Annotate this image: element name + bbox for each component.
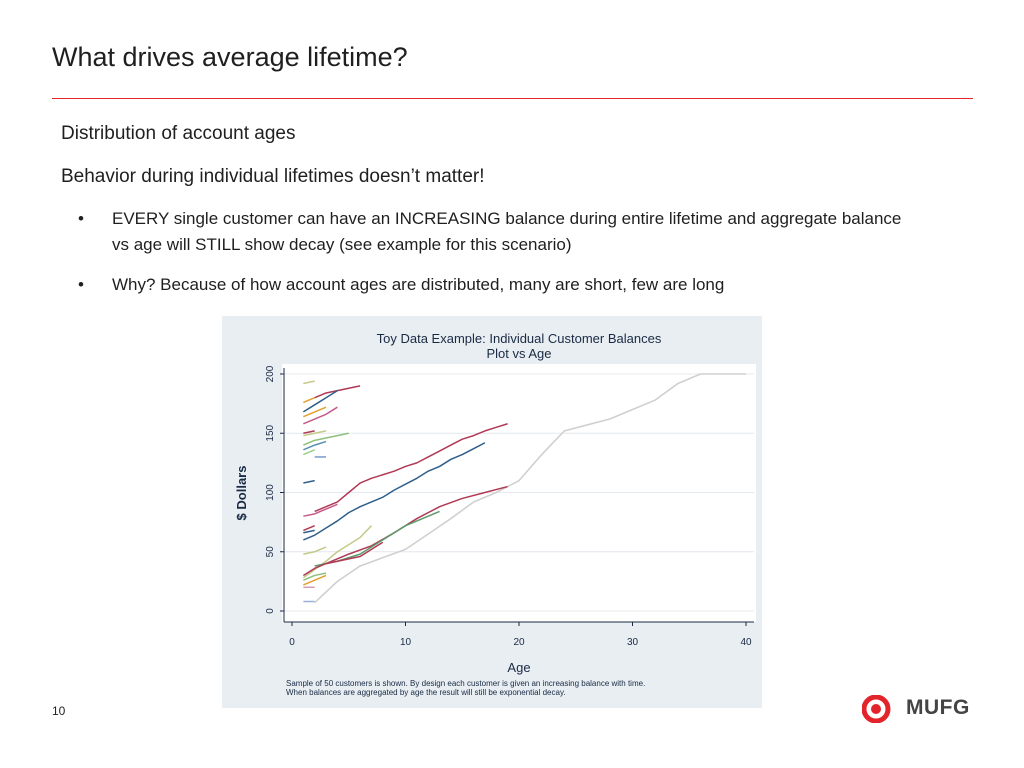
- bullet-marker: •: [78, 209, 84, 228]
- y-axis-label: $ Dollars: [234, 466, 249, 521]
- customer-balance-line: [303, 406, 338, 425]
- customer-balance-line: [303, 442, 486, 541]
- customer-balance-line: [303, 440, 327, 451]
- logo-text: MUFG: [906, 696, 970, 719]
- y-tick-label: 50: [265, 546, 276, 558]
- customer-balance-line: [314, 423, 508, 513]
- x-tick-label: 40: [740, 637, 752, 648]
- customer-balance-line: [303, 479, 315, 484]
- chart-note-line: When balances are aggregated by age the …: [286, 688, 566, 697]
- mufg-logo-icon: [862, 695, 891, 723]
- customer-balance-line: [303, 574, 327, 586]
- customer-balance-line: [303, 503, 338, 517]
- y-tick-label: 200: [265, 365, 276, 382]
- title-divider: [52, 98, 973, 99]
- customer-balance-line: [303, 546, 327, 555]
- y-tick-label: 100: [265, 484, 276, 501]
- customer-balance-line: [303, 430, 315, 434]
- customer-balance-line: [303, 397, 315, 404]
- chart-title: Toy Data Example: Individual Customer Ba…: [377, 331, 662, 346]
- customer-balance-line: [302, 525, 372, 579]
- y-tick-label: 0: [265, 608, 276, 614]
- customer-balance-line: [303, 430, 327, 437]
- x-tick-label: 10: [400, 637, 412, 648]
- bullet-marker: •: [78, 275, 84, 294]
- y-tick-label: 150: [265, 424, 276, 441]
- customer-balance-line: [314, 373, 746, 604]
- customer-balance-line: [303, 529, 315, 534]
- x-tick-label: 20: [513, 637, 525, 648]
- x-axis-label: Age: [507, 660, 530, 675]
- customer-balance-line: [302, 541, 384, 577]
- customer-balance-line: [303, 432, 349, 446]
- chart-panel: Toy Data Example: Individual Customer Ba…: [222, 316, 762, 708]
- customer-balance-line: [303, 380, 315, 385]
- bullet-text: EVERY single customer can have an INCREA…: [112, 209, 902, 254]
- chart-subtitle: Plot vs Age: [486, 346, 551, 361]
- customer-balance-line: [303, 406, 327, 418]
- bullet-text: Why? Because of how account ages are dis…: [112, 275, 725, 294]
- x-tick-label: 30: [627, 637, 639, 648]
- customer-balance-line: [302, 389, 338, 413]
- subtitle-account-ages: Distribution of account ages: [61, 123, 296, 144]
- customer-balance-line: [303, 524, 315, 532]
- customer-balance-line: [325, 485, 508, 565]
- balance-vs-age-chart: Toy Data Example: Individual Customer Ba…: [234, 331, 756, 697]
- page-number: 10: [52, 704, 66, 718]
- slide-title: What drives average lifetime?: [52, 42, 408, 72]
- x-tick-label: 0: [289, 637, 295, 648]
- chart-note-line: Sample of 50 customers is shown. By desi…: [286, 679, 645, 688]
- customer-balance-line: [303, 572, 327, 581]
- customer-balance-line: [303, 449, 315, 456]
- subtitle-behavior: Behavior during individual lifetimes doe…: [61, 166, 485, 187]
